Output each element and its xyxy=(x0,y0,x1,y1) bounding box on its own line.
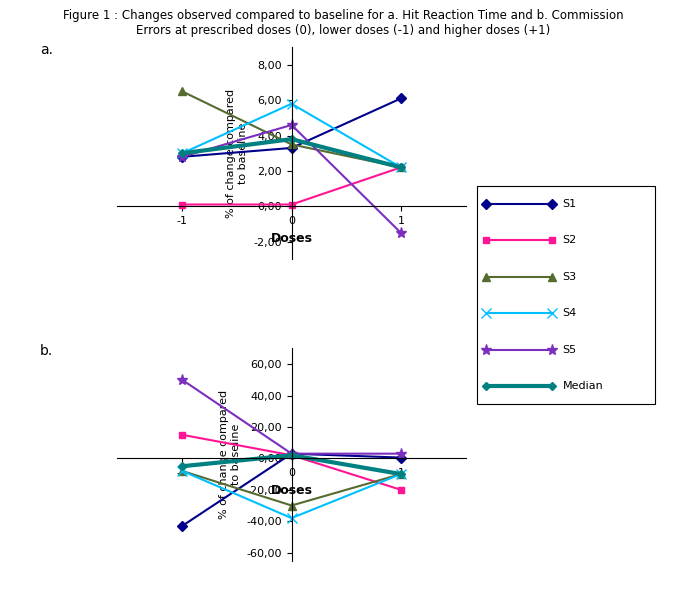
S2 xyxy=(287,452,296,459)
Text: b.: b. xyxy=(40,344,53,358)
Text: S1: S1 xyxy=(563,199,576,209)
Line: S1: S1 xyxy=(179,450,404,529)
S5 xyxy=(397,230,405,237)
Median xyxy=(287,136,296,143)
S4 xyxy=(397,164,405,171)
S3 xyxy=(178,88,187,95)
Text: S4: S4 xyxy=(563,308,577,318)
Line: S3: S3 xyxy=(178,467,405,510)
X-axis label: Doses: Doses xyxy=(270,484,313,497)
S4 xyxy=(397,471,405,478)
Line: S5: S5 xyxy=(177,119,406,238)
S2 xyxy=(287,201,296,208)
Text: Figure 1 : Changes observed compared to baseline for a. Hit Reaction Time and b.: Figure 1 : Changes observed compared to … xyxy=(62,9,624,22)
X-axis label: Doses: Doses xyxy=(270,231,313,245)
S4 xyxy=(178,150,187,157)
Median xyxy=(397,471,405,478)
Median xyxy=(178,150,187,157)
Line: S1: S1 xyxy=(179,95,404,160)
S5 xyxy=(287,450,296,457)
S1 xyxy=(178,522,187,529)
S5 xyxy=(178,376,187,384)
S5 xyxy=(287,122,296,129)
S2 xyxy=(397,164,405,171)
Text: a.: a. xyxy=(40,43,53,57)
S1 xyxy=(287,145,296,152)
Median xyxy=(178,463,187,470)
S2 xyxy=(397,486,405,493)
S1 xyxy=(397,454,405,461)
S4 xyxy=(287,514,296,522)
Line: Median: Median xyxy=(180,136,403,170)
Line: S5: S5 xyxy=(177,374,406,459)
Text: S5: S5 xyxy=(563,345,576,355)
S3 xyxy=(397,471,405,478)
Line: Median: Median xyxy=(180,453,403,477)
Median xyxy=(397,164,405,171)
Line: S2: S2 xyxy=(179,164,404,208)
S2 xyxy=(178,201,187,208)
Line: S4: S4 xyxy=(178,99,405,172)
S1 xyxy=(287,450,296,457)
Text: Median: Median xyxy=(563,381,603,391)
Y-axis label: % of change compared
to baseline: % of change compared to baseline xyxy=(226,88,248,218)
S5 xyxy=(397,450,405,457)
Line: S4: S4 xyxy=(178,466,405,523)
S3 xyxy=(178,467,187,474)
S4 xyxy=(287,100,296,107)
S1 xyxy=(178,153,187,160)
Median xyxy=(287,452,296,459)
S4 xyxy=(178,467,187,474)
S1 xyxy=(397,95,405,102)
S2 xyxy=(178,431,187,438)
S5 xyxy=(178,153,187,160)
S3 xyxy=(287,502,296,509)
Line: S2: S2 xyxy=(179,431,404,493)
Text: S2: S2 xyxy=(563,235,577,245)
Y-axis label: % of change compared
to baseline: % of change compared to baseline xyxy=(219,390,241,519)
S3 xyxy=(397,164,405,171)
Text: Errors at prescribed doses (0), lower doses (-1) and higher doses (+1): Errors at prescribed doses (0), lower do… xyxy=(136,24,550,37)
S3 xyxy=(287,141,296,148)
Text: S3: S3 xyxy=(563,272,576,282)
Line: S3: S3 xyxy=(178,87,405,172)
